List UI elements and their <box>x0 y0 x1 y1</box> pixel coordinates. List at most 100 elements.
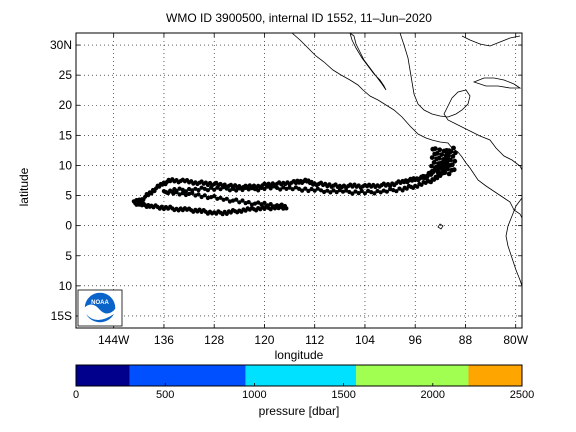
profile-point <box>451 145 456 151</box>
profile-point <box>293 185 298 190</box>
profile-point <box>429 163 434 169</box>
profile-point <box>350 191 355 196</box>
profile-point <box>439 152 444 158</box>
profile-point <box>446 171 452 177</box>
colorbar-segment <box>468 365 522 386</box>
lon-tick-label: 112 <box>305 333 324 347</box>
profile-point <box>284 186 289 191</box>
noaa-logo: NOAA <box>77 289 123 327</box>
profile-point <box>448 149 454 155</box>
profile-point <box>334 190 339 195</box>
coastline-cuba <box>472 77 522 89</box>
lat-tick-label: 0 <box>65 219 72 233</box>
noaa-logo-text: NOAA <box>91 300 109 306</box>
pressure-colorbar <box>75 365 523 386</box>
profile-point <box>265 203 270 208</box>
profile-point <box>174 188 179 193</box>
profile-point <box>209 185 214 190</box>
colorbar-frame <box>75 364 523 387</box>
profile-point <box>391 188 396 193</box>
colorbar-segment <box>356 365 469 386</box>
profile-point <box>449 167 454 173</box>
profile-point <box>431 168 436 174</box>
lat-tick-label: 25 <box>59 68 73 82</box>
profile-point <box>205 195 210 201</box>
profile-point <box>296 186 302 191</box>
profile-point <box>256 188 261 193</box>
profile-point <box>378 190 383 195</box>
colorbar-tick-label: 2500 <box>509 389 535 401</box>
profile-point <box>441 157 446 162</box>
lat-tick-label: 30N <box>50 38 72 52</box>
profile-point <box>237 200 242 205</box>
profile-point <box>309 186 314 192</box>
profile-point <box>256 200 261 205</box>
profile-point <box>362 191 368 196</box>
profile-point <box>252 187 258 192</box>
map-axes-frame <box>75 32 523 329</box>
float-trajectory <box>131 145 458 217</box>
profile-point <box>237 186 242 191</box>
profile-point <box>224 196 229 201</box>
profile-point <box>209 195 214 200</box>
profile-point <box>435 169 441 175</box>
colorbar-tick-label: 1500 <box>331 389 356 401</box>
profile-point <box>441 148 447 154</box>
colorbar-label: pressure [dbar] <box>258 404 340 418</box>
lon-tick-label: 80W <box>503 333 528 347</box>
colorbar-tick-label: 2000 <box>420 389 446 401</box>
lat-tick-label: 15S <box>51 309 72 323</box>
galapagos-islands <box>437 223 444 230</box>
profile-point <box>312 188 317 193</box>
profile-point <box>215 185 220 190</box>
profile-point <box>315 186 320 191</box>
profile-point <box>262 200 267 205</box>
profile-point <box>196 188 201 193</box>
profile-point <box>290 187 295 192</box>
lon-tick-label: 88 <box>459 333 473 347</box>
profile-point <box>187 191 192 196</box>
profile-point <box>344 188 349 193</box>
profile-point <box>306 188 311 194</box>
profile-point <box>375 188 380 194</box>
profile-point <box>318 188 324 193</box>
profile-point <box>356 191 361 196</box>
profile-point <box>439 170 445 176</box>
colorbar-segment <box>76 365 130 386</box>
profile-point <box>224 186 229 191</box>
profile-point <box>428 172 434 177</box>
profile-point <box>259 185 264 190</box>
profile-point <box>193 193 198 198</box>
lon-tick-label: 128 <box>204 333 224 347</box>
profile-point <box>227 199 232 204</box>
longitude-ticks: 144W 136 128 120 112 104 96 88 80W <box>98 33 529 347</box>
profile-point <box>452 158 458 164</box>
profile-point <box>262 186 267 192</box>
profile-point <box>394 189 399 194</box>
lat-tick-label: 5 <box>65 249 72 263</box>
profile-point <box>218 195 223 200</box>
profile-point <box>347 189 352 195</box>
profile-point <box>199 194 204 200</box>
profile-point <box>337 188 342 193</box>
latitude-ticks: 30N 25 20 15 10 5 0 5 10 15S <box>50 38 522 323</box>
profile-point <box>443 153 449 159</box>
profile-point <box>353 189 358 194</box>
profile-point <box>300 188 305 193</box>
profile-point <box>150 187 156 193</box>
profile-point <box>453 150 458 156</box>
profile-point <box>265 184 270 189</box>
profile-point <box>434 156 439 162</box>
profile-point <box>322 189 327 195</box>
profile-point <box>243 201 248 206</box>
coastline-gulf-mexico <box>399 33 522 171</box>
lat-tick-label: 10 <box>59 158 73 172</box>
lat-tick-label: 10 <box>59 279 73 293</box>
coastlines <box>291 33 522 287</box>
colorbar-tick-label: 500 <box>156 389 175 401</box>
lat-tick-label: 20 <box>59 98 73 112</box>
profile-point <box>218 187 223 192</box>
profile-point <box>447 163 453 168</box>
profile-point <box>303 186 308 191</box>
